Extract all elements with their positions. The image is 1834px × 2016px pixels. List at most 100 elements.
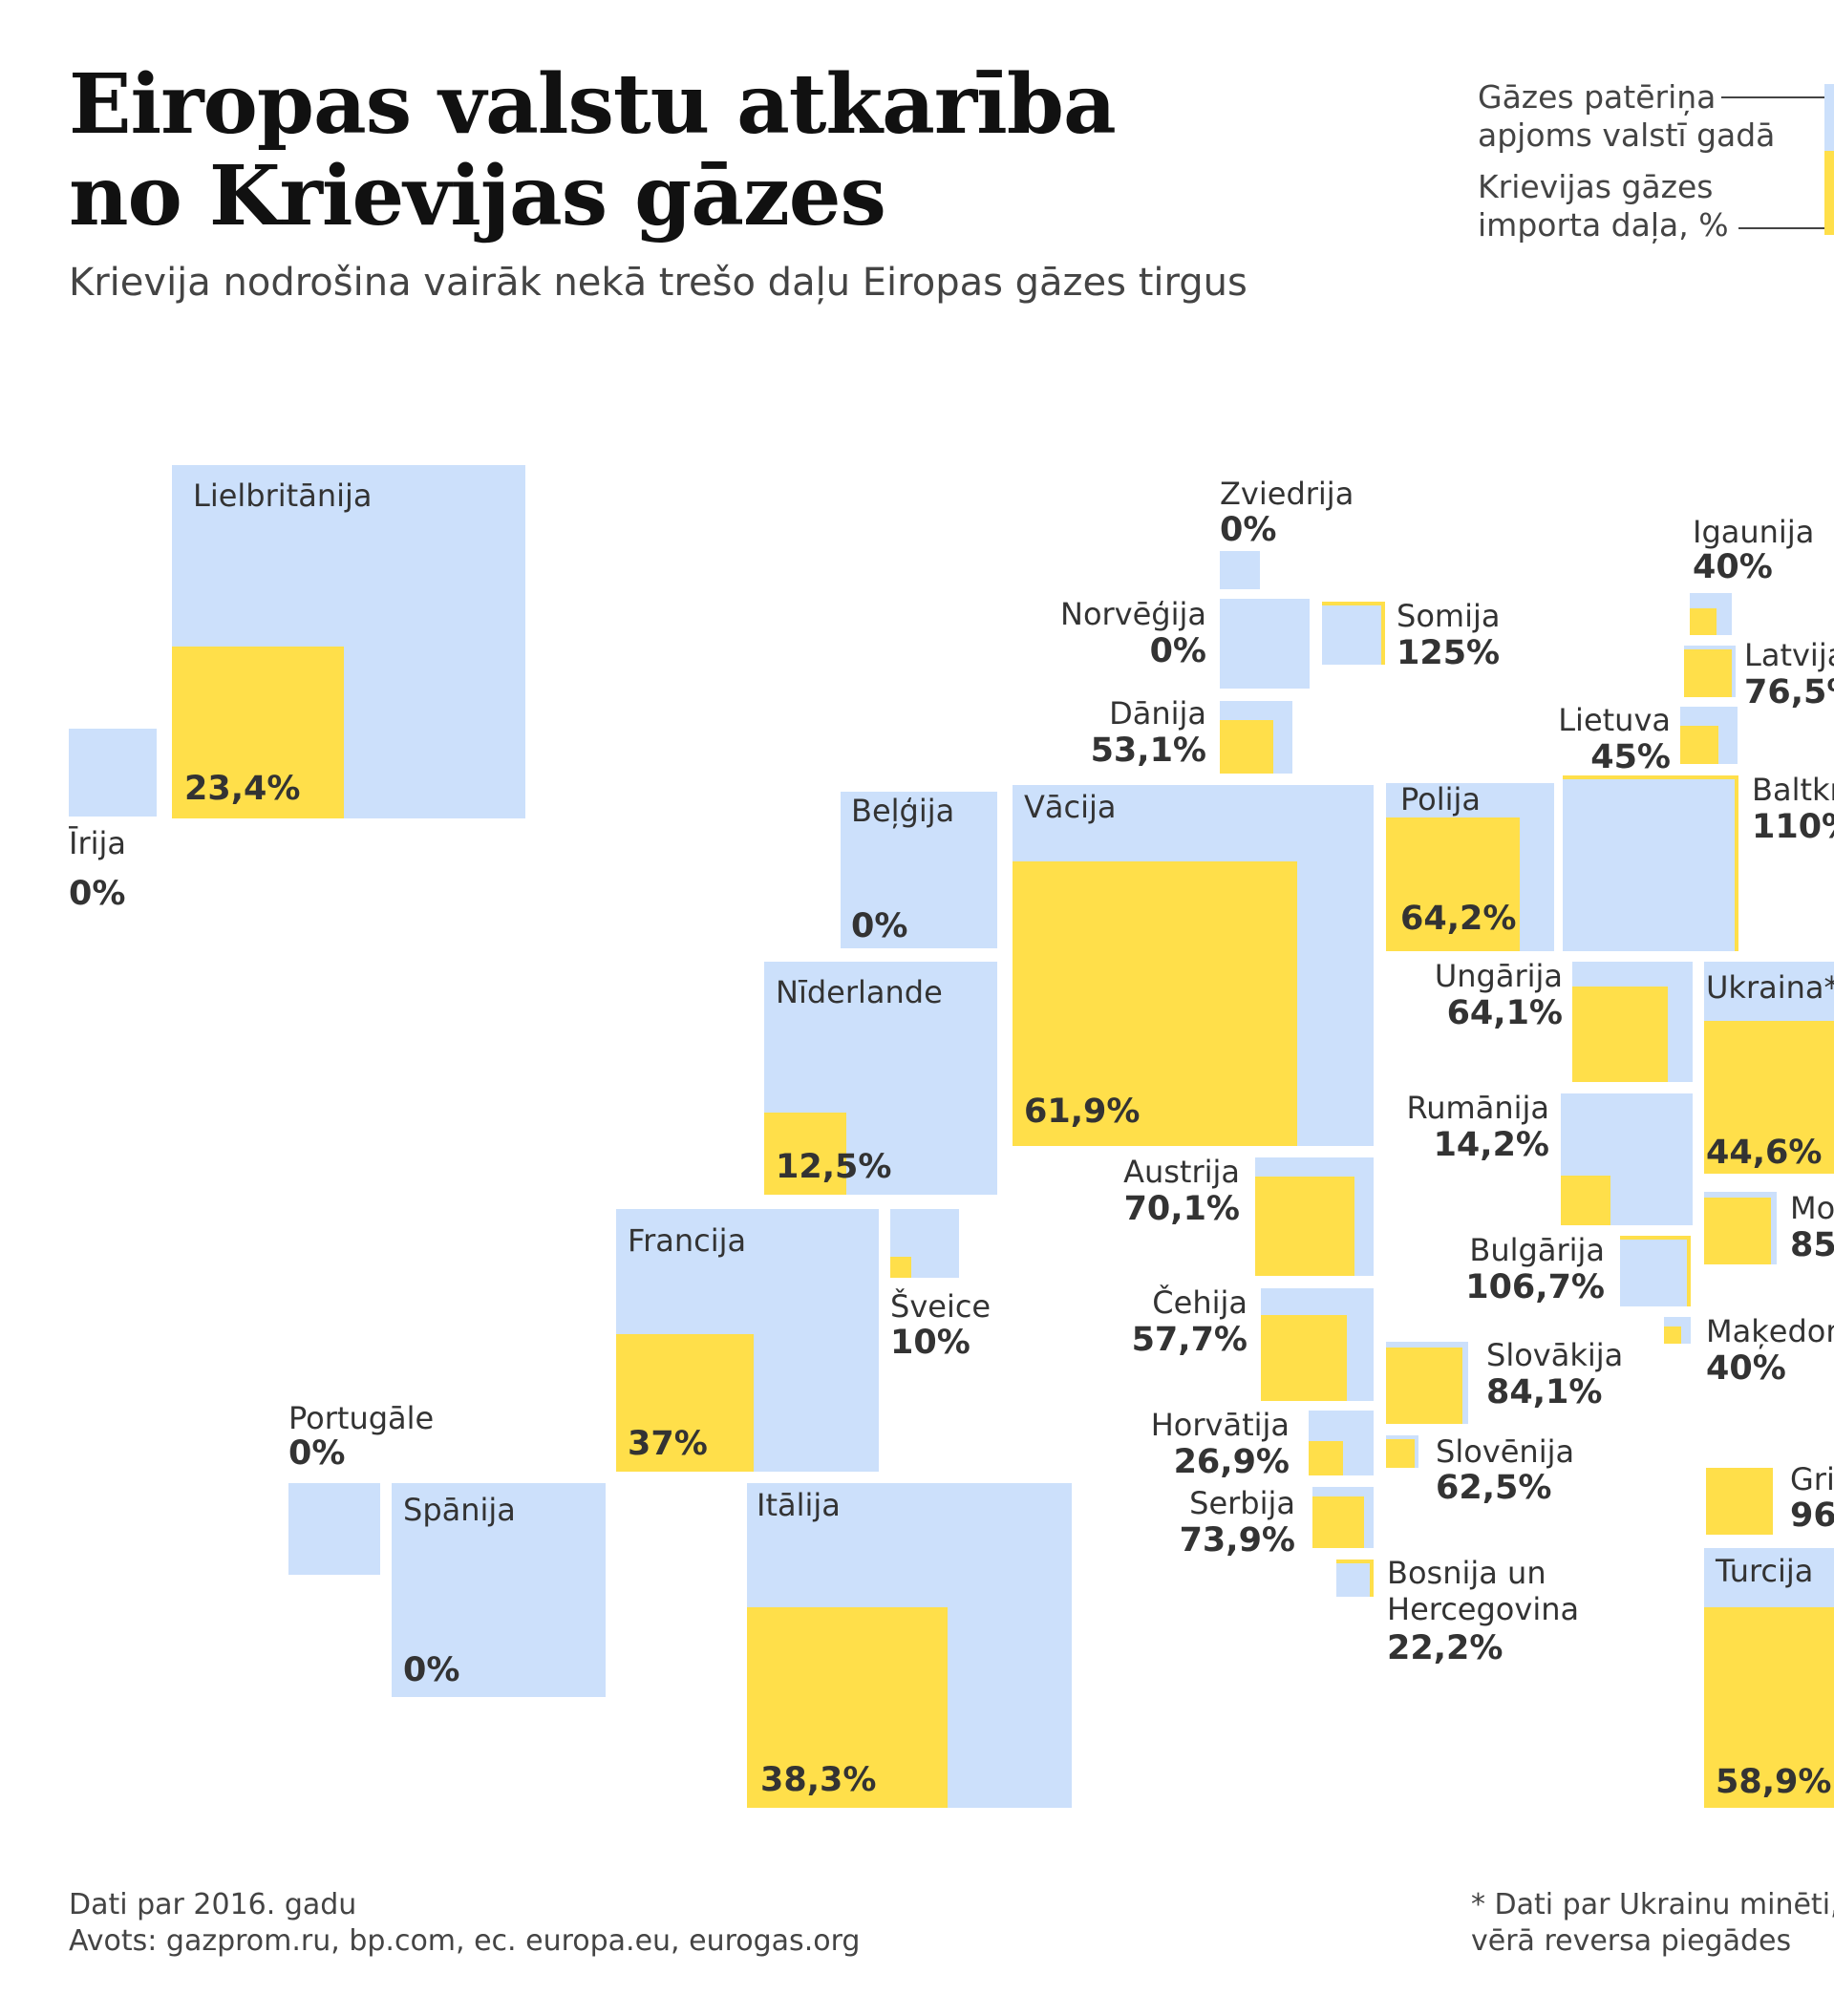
country-share-cehija: 57,7% — [1131, 1321, 1248, 1359]
russian-share-fill-ukraina — [1704, 1021, 1834, 1174]
country-share-niderlande: 12,5% — [776, 1148, 892, 1186]
russian-share-fill-ungarija — [1572, 987, 1668, 1082]
country-box-danija — [1220, 701, 1292, 774]
country-name-ukraina: Ukraina* — [1706, 969, 1834, 1006]
country-name-slovenija: Slovēnija — [1436, 1433, 1575, 1470]
country-share-belgija: 0% — [851, 907, 908, 945]
country-box-norvegija — [1220, 599, 1310, 689]
country-name-irija: Īrija — [69, 825, 126, 861]
russian-share-fill-slovakija — [1386, 1348, 1462, 1424]
country-name-cehija: Čehija — [1152, 1284, 1248, 1321]
title-line-2: no Krievijas gāzes — [69, 148, 886, 244]
country-box-spanija — [392, 1483, 606, 1697]
country-box-horvatija — [1309, 1411, 1374, 1475]
country-name-sveice: Šveice — [890, 1288, 992, 1325]
country-share-bosnija-un-hercegovina: 22,2% — [1387, 1629, 1503, 1667]
country-share-portugale: 0% — [288, 1434, 346, 1473]
country-box-ukraina — [1704, 962, 1834, 1174]
country-box-niderlande — [764, 962, 997, 1195]
country-name-bosnija-un-hercegovina: Bosnija un Hercegovina — [1387, 1555, 1580, 1627]
country-share-baltkrievija: 110% — [1752, 808, 1834, 846]
russian-share-fill-polija — [1386, 817, 1520, 951]
russian-share-fill-baltkrievija — [1563, 775, 1738, 951]
russian-share-fill-igaunija — [1690, 608, 1717, 635]
country-share-irija: 0% — [69, 875, 126, 913]
russian-share-fill-bosnija-un-hercegovina — [1336, 1560, 1374, 1597]
country-share-slovakija: 84,1% — [1486, 1373, 1603, 1411]
country-share-polija: 64,2% — [1400, 900, 1517, 938]
source-note-line-2: Avots: gazprom.ru, bp.com, ec. europa.eu… — [69, 1924, 861, 1958]
country-share-zviedrija: 0% — [1220, 511, 1277, 549]
country-name-italija: Itālija — [757, 1487, 841, 1523]
country-name-ungarija: Ungārija — [1434, 958, 1563, 994]
country-name-portugale: Portugāle — [288, 1400, 435, 1436]
country-name-serbija: Serbija — [1189, 1485, 1295, 1521]
country-name-makedonija: Maķedonija — [1706, 1313, 1834, 1349]
country-name-norvegija: Norvēģija — [1060, 596, 1206, 632]
country-name-austrija: Austrija — [1123, 1154, 1240, 1190]
country-share-horvatija: 26,9% — [1173, 1443, 1290, 1481]
footnote: * Dati par Ukrainu minēti, ņ vērā revers… — [1471, 1887, 1834, 1960]
country-box-rumanija — [1561, 1093, 1693, 1225]
country-name-niderlande: Nīderlande — [776, 974, 943, 1010]
country-share-moldova: 85% — [1790, 1226, 1834, 1264]
country-box-portugale — [288, 1483, 380, 1575]
russian-share-fill-vacija — [1013, 861, 1297, 1146]
country-share-turcija: 58,9% — [1716, 1763, 1832, 1801]
country-share-serbija: 73,9% — [1179, 1521, 1295, 1560]
country-share-somija: 125% — [1397, 634, 1501, 672]
russian-share-fill-sveice — [890, 1257, 911, 1278]
russian-share-fill-danija — [1220, 720, 1273, 774]
legend-import-label: Krievijas gāzes importa daļa, % — [1478, 168, 1729, 244]
country-name-vacija: Vācija — [1024, 789, 1117, 825]
legend-import-swatch — [1824, 151, 1834, 235]
country-box-belgija — [841, 792, 997, 948]
country-box-slovenija — [1386, 1435, 1418, 1468]
russian-share-fill-niderlande — [764, 1113, 846, 1195]
country-name-danija: Dānija — [1109, 695, 1206, 732]
russian-share-fill-lietuva — [1680, 726, 1718, 764]
country-name-horvatija: Horvātija — [1150, 1407, 1290, 1443]
source-note-line-1: Dati par 2016. gadu — [69, 1888, 357, 1921]
country-name-francija: Francija — [628, 1222, 747, 1259]
russian-share-fill-latvija — [1684, 649, 1732, 697]
country-share-ukraina: 44,6% — [1706, 1134, 1823, 1172]
country-name-lielbritanija: Lielbritānija — [193, 477, 373, 514]
country-name-griekija: Grieķija — [1790, 1461, 1834, 1497]
country-name-igaunija: Igaunija — [1693, 514, 1815, 550]
country-share-slovenija: 62,5% — [1436, 1469, 1552, 1507]
country-share-bulgarija: 106,7% — [1465, 1268, 1605, 1306]
country-share-lietuva: 45% — [1590, 738, 1671, 776]
russian-share-fill-austrija — [1255, 1177, 1354, 1276]
country-box-vacija — [1013, 785, 1374, 1146]
country-share-spanija: 0% — [403, 1651, 460, 1689]
country-box-latvija — [1684, 646, 1736, 697]
page-title: Eiropas valstu atkarība no Krievijas gāz… — [69, 59, 1117, 244]
country-box-polija — [1386, 783, 1554, 951]
country-box-lielbritanija — [172, 465, 525, 818]
country-box-bosnija-un-hercegovina — [1336, 1560, 1374, 1597]
legend-consumption-label: Gāzes patēriņa apjoms valstī gadā — [1478, 78, 1776, 154]
russian-share-fill-cehija — [1261, 1315, 1347, 1401]
country-box-moldova — [1704, 1192, 1777, 1264]
source-note: Dati par 2016. gadu Avots: gazprom.ru, b… — [69, 1887, 860, 1960]
country-box-slovakija — [1386, 1342, 1468, 1424]
legend-consumption-swatch — [1824, 84, 1834, 153]
country-box-zviedrija — [1220, 551, 1260, 589]
country-box-bulgarija — [1620, 1236, 1691, 1306]
country-share-sveice: 10% — [890, 1324, 970, 1362]
country-box-igaunija — [1690, 593, 1732, 635]
russian-share-fill-horvatija — [1309, 1441, 1343, 1475]
russian-share-fill-makedonija — [1664, 1326, 1681, 1344]
country-share-austrija: 70,1% — [1123, 1190, 1240, 1228]
footnote-line-2: vērā reversa piegādes — [1471, 1924, 1792, 1958]
country-share-vacija: 61,9% — [1024, 1093, 1141, 1131]
country-name-somija: Somija — [1397, 598, 1501, 634]
country-name-latvija: Latvija — [1744, 637, 1834, 673]
country-box-turcija — [1704, 1548, 1834, 1808]
country-box-austrija — [1255, 1157, 1374, 1276]
country-name-bulgarija: Bulgārija — [1469, 1232, 1605, 1268]
country-box-serbija — [1312, 1487, 1374, 1548]
country-name-spanija: Spānija — [403, 1492, 516, 1528]
